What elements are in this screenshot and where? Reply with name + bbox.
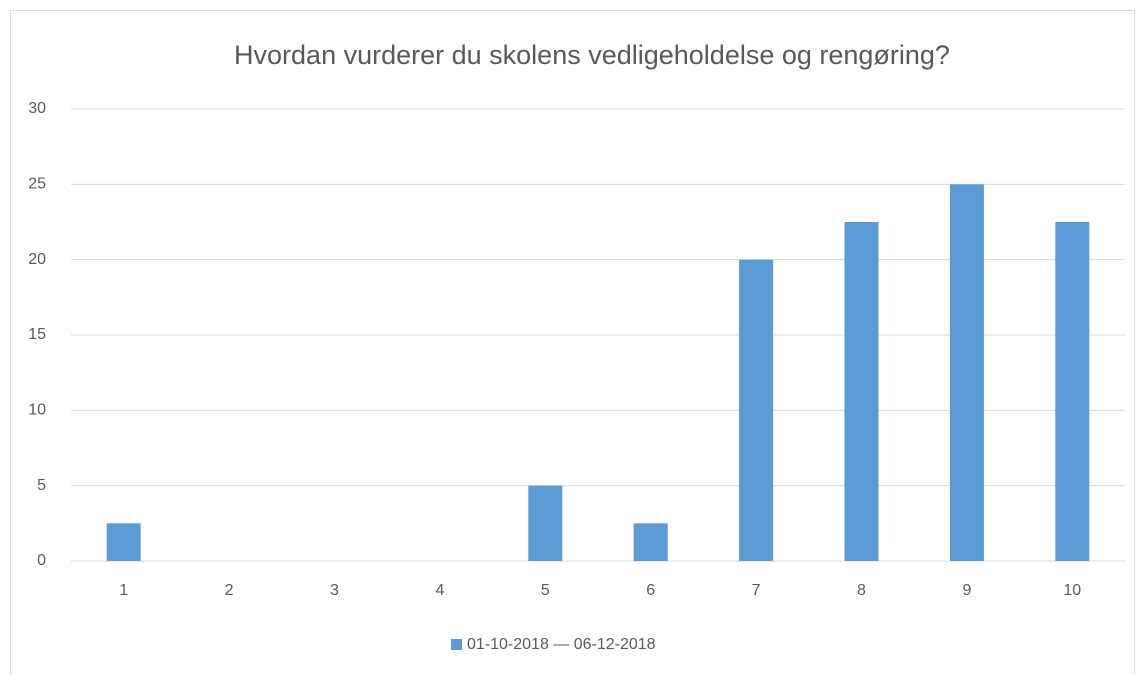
x-tick-label: 4 xyxy=(435,582,444,599)
y-tick-label: 5 xyxy=(37,477,46,494)
y-tick-label: 20 xyxy=(28,251,46,268)
chart-title: Hvordan vurderer du skolens vedligeholde… xyxy=(234,40,950,70)
x-tick-label: 7 xyxy=(752,582,761,599)
x-tick-label: 6 xyxy=(646,582,655,599)
bar xyxy=(106,523,141,561)
bar xyxy=(1055,222,1090,561)
bar xyxy=(633,523,668,561)
y-tick-label: 30 xyxy=(28,100,46,117)
x-tick-label: 8 xyxy=(857,582,866,599)
bar xyxy=(528,485,563,561)
legend-label: 01-10-2018 — 06-12-2018 xyxy=(467,636,656,653)
bar xyxy=(739,259,774,561)
x-tick-label: 5 xyxy=(541,582,550,599)
y-tick-label: 10 xyxy=(28,402,46,419)
x-tick-label: 10 xyxy=(1063,582,1081,599)
chart-border xyxy=(10,10,1135,675)
x-tick-label: 3 xyxy=(330,582,339,599)
x-tick-label: 1 xyxy=(119,582,128,599)
y-tick-label: 0 xyxy=(37,552,46,569)
legend-swatch xyxy=(451,639,462,650)
x-tick-label: 2 xyxy=(225,582,234,599)
bar xyxy=(949,184,984,562)
x-tick-label: 9 xyxy=(962,582,971,599)
y-tick-label: 15 xyxy=(28,326,46,343)
bar xyxy=(844,222,879,561)
y-tick-label: 25 xyxy=(28,176,46,193)
